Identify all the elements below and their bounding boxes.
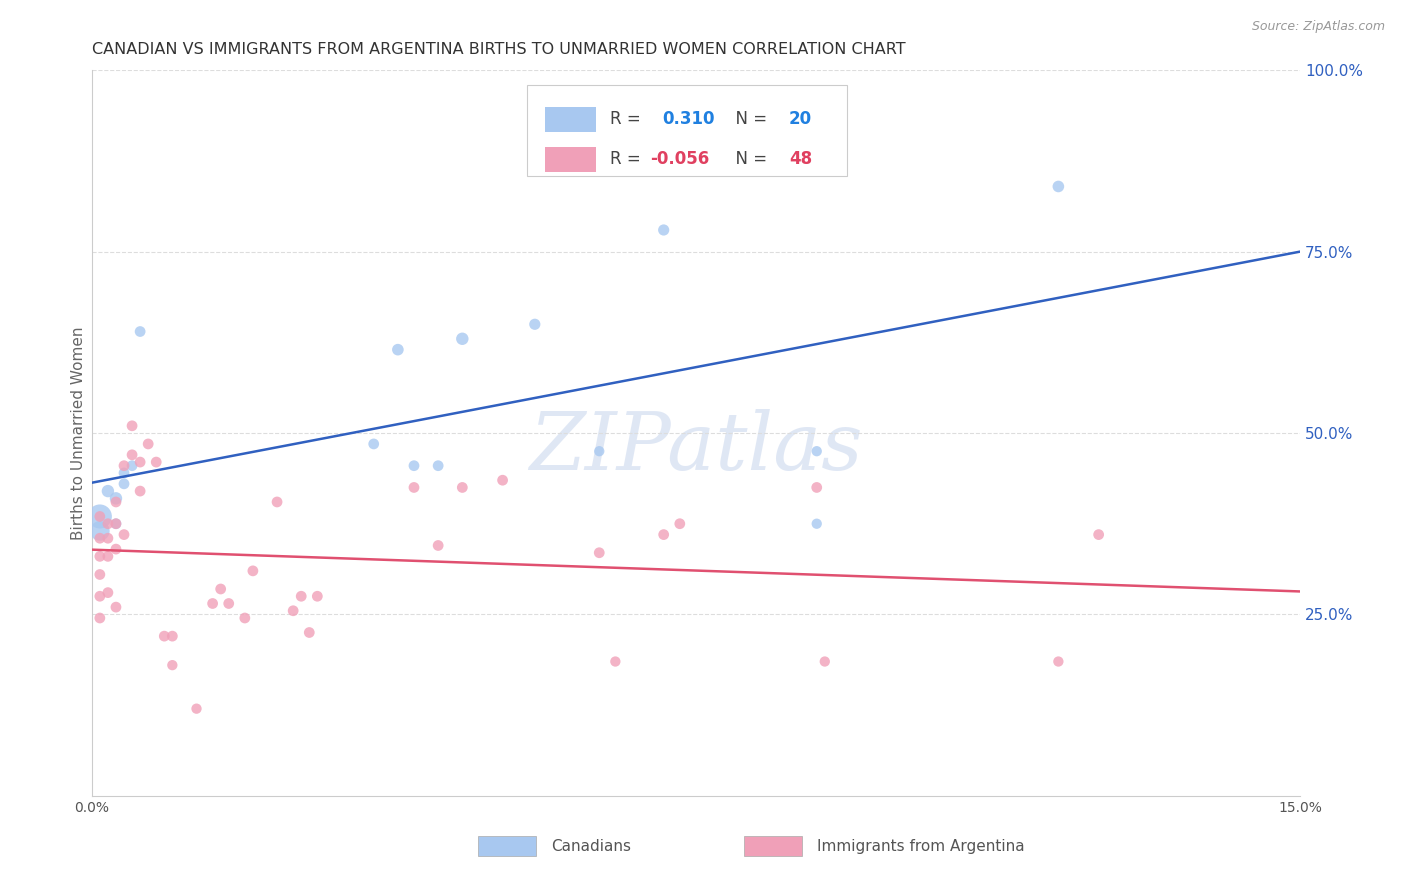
Point: [402, 458, 425, 473]
Point: [89, 509, 111, 524]
Point: [89, 524, 111, 538]
Point: [162, 658, 184, 673]
Point: [104, 542, 127, 557]
Point: [104, 495, 127, 509]
Point: [363, 437, 385, 451]
Text: N =: N =: [725, 111, 772, 128]
Point: [652, 223, 675, 237]
Point: [201, 597, 224, 611]
Point: [89, 567, 111, 582]
Point: [104, 516, 127, 531]
Text: 0.310: 0.310: [662, 111, 714, 128]
Point: [588, 444, 610, 458]
Point: [97, 531, 120, 545]
Point: [266, 495, 288, 509]
FancyBboxPatch shape: [546, 147, 596, 171]
Text: 48: 48: [789, 150, 813, 169]
Y-axis label: Births to Unmarried Women: Births to Unmarried Women: [72, 326, 86, 540]
Text: CANADIAN VS IMMIGRANTS FROM ARGENTINA BIRTHS TO UNMARRIED WOMEN CORRELATION CHAR: CANADIAN VS IMMIGRANTS FROM ARGENTINA BI…: [91, 42, 905, 57]
Point: [491, 473, 513, 487]
FancyBboxPatch shape: [478, 836, 537, 856]
Point: [145, 455, 167, 469]
Point: [298, 625, 321, 640]
Point: [97, 516, 120, 531]
Text: R =: R =: [610, 150, 647, 169]
Point: [668, 516, 690, 531]
Text: ZIPatlas: ZIPatlas: [529, 409, 863, 486]
Text: -0.056: -0.056: [650, 150, 709, 169]
Text: R =: R =: [610, 111, 647, 128]
Point: [402, 480, 425, 494]
Point: [121, 448, 143, 462]
Point: [89, 611, 111, 625]
Point: [233, 611, 256, 625]
Point: [104, 516, 127, 531]
Point: [89, 589, 111, 603]
Point: [112, 476, 135, 491]
FancyBboxPatch shape: [527, 85, 846, 176]
FancyBboxPatch shape: [744, 836, 803, 856]
Point: [814, 655, 837, 669]
Point: [806, 480, 828, 494]
Point: [186, 701, 208, 715]
Point: [387, 343, 409, 357]
Point: [1087, 527, 1109, 541]
Point: [290, 589, 312, 603]
Point: [218, 597, 240, 611]
Point: [588, 546, 610, 560]
Point: [427, 539, 450, 553]
Point: [1047, 655, 1070, 669]
Point: [97, 484, 120, 499]
Point: [162, 629, 184, 643]
Point: [307, 589, 329, 603]
Point: [523, 318, 546, 332]
Point: [104, 491, 127, 506]
Point: [806, 516, 828, 531]
Point: [89, 549, 111, 564]
Point: [89, 509, 111, 524]
Point: [121, 418, 143, 433]
Text: 20: 20: [789, 111, 813, 128]
Point: [451, 332, 474, 346]
Point: [129, 325, 152, 339]
FancyBboxPatch shape: [546, 107, 596, 132]
Point: [242, 564, 264, 578]
Point: [129, 455, 152, 469]
Point: [129, 484, 152, 499]
Text: Immigrants from Argentina: Immigrants from Argentina: [817, 839, 1025, 854]
Point: [104, 600, 127, 615]
Point: [89, 531, 111, 545]
Point: [97, 549, 120, 564]
Point: [112, 458, 135, 473]
Point: [97, 585, 120, 599]
Text: Source: ZipAtlas.com: Source: ZipAtlas.com: [1251, 20, 1385, 33]
Point: [605, 655, 627, 669]
Point: [283, 604, 305, 618]
Text: N =: N =: [725, 150, 772, 169]
Point: [209, 582, 232, 596]
Point: [112, 527, 135, 541]
Point: [121, 458, 143, 473]
Point: [1047, 179, 1070, 194]
Text: Canadians: Canadians: [551, 839, 631, 854]
Point: [136, 437, 159, 451]
Point: [451, 480, 474, 494]
Point: [652, 527, 675, 541]
Point: [806, 444, 828, 458]
Point: [153, 629, 176, 643]
Point: [427, 458, 450, 473]
Point: [112, 466, 135, 480]
